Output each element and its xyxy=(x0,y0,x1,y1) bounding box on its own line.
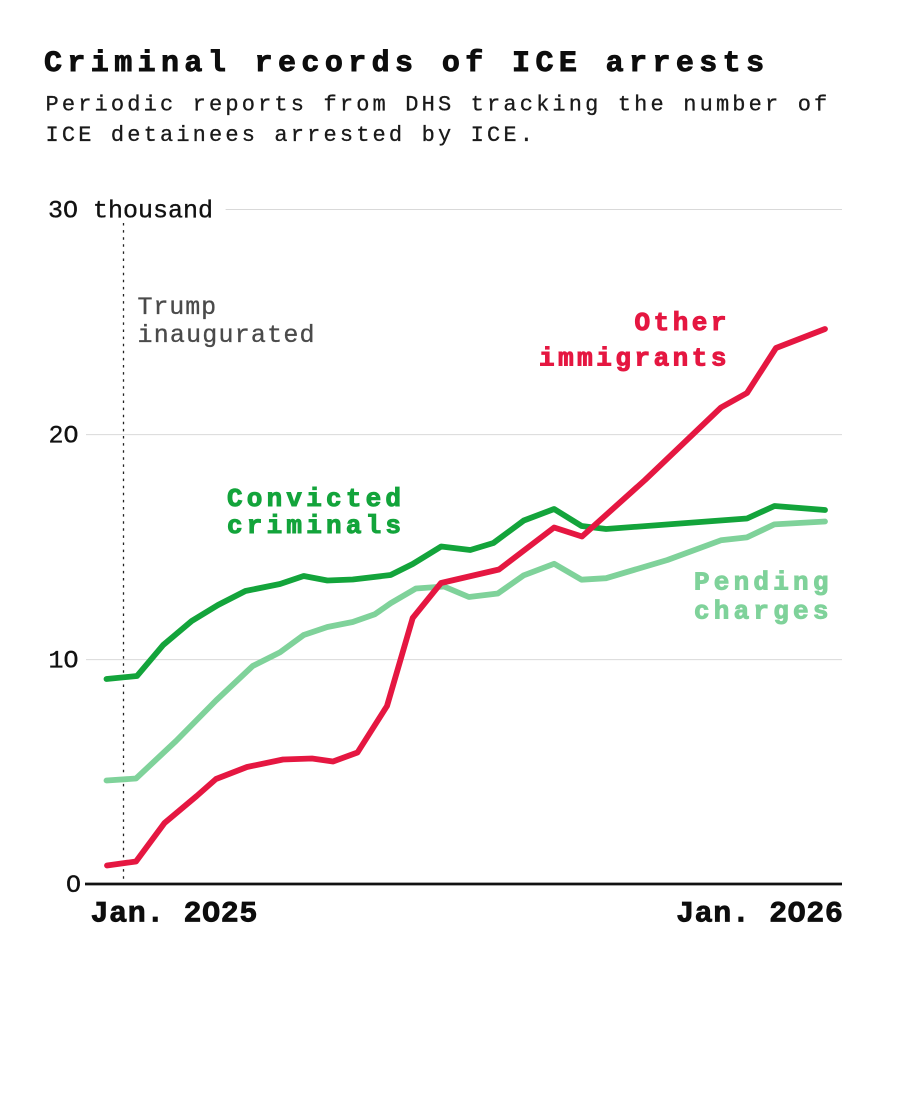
svg-text:3O thousand: 3O thousand xyxy=(48,197,213,226)
svg-text:Periodic reports from DHS trac: Periodic reports from DHS tracking the n… xyxy=(46,93,831,118)
svg-text:Criminal records of ICE arrest: Criminal records of ICE arrests xyxy=(44,47,770,81)
svg-text:immigrants: immigrants xyxy=(539,344,730,374)
svg-text:Convicted: Convicted xyxy=(227,484,405,514)
svg-text:ICE detainees arrested by ICE.: ICE detainees arrested by ICE. xyxy=(46,123,537,148)
svg-text:Other: Other xyxy=(634,308,730,338)
svg-text:2O: 2O xyxy=(49,422,79,451)
svg-text:Trump: Trump xyxy=(138,293,218,322)
svg-text:Jan. 2O25: Jan. 2O25 xyxy=(91,898,258,932)
svg-text:criminals: criminals xyxy=(227,511,405,541)
svg-text:charges: charges xyxy=(694,597,833,627)
svg-text:1O: 1O xyxy=(49,647,79,676)
svg-text:inaugurated: inaugurated xyxy=(138,321,316,350)
svg-text:Pending: Pending xyxy=(694,568,833,598)
svg-text:Jan. 2O26: Jan. 2O26 xyxy=(676,898,843,932)
svg-text:O: O xyxy=(66,871,81,900)
